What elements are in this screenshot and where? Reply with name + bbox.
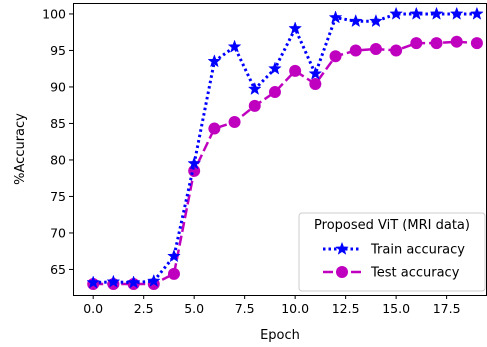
x-tick-label: 12.5	[332, 301, 360, 316]
test-accuracy-point	[410, 37, 423, 50]
train-accuracy-point	[389, 6, 403, 20]
test-accuracy-point	[289, 64, 302, 77]
test-accuracy-point	[268, 86, 281, 99]
train-accuracy-point	[369, 14, 383, 28]
x-tick-label: 15.0	[382, 301, 410, 316]
y-tick-label: 65	[50, 262, 66, 277]
x-tick-label: 0.0	[83, 301, 103, 316]
test-accuracy-point	[329, 50, 342, 63]
test-accuracy-point	[309, 78, 322, 91]
y-axis-label: %Accuracy	[13, 113, 28, 185]
test-accuracy-point	[188, 164, 201, 177]
train-accuracy-point	[409, 6, 424, 20]
train-accuracy-point	[207, 54, 222, 68]
train-accuracy-point	[167, 249, 181, 263]
test-accuracy-point	[450, 35, 463, 48]
train-accuracy-point	[268, 61, 282, 75]
test-accuracy-point	[167, 267, 180, 280]
test-accuracy-point	[390, 44, 403, 57]
y-tick-label: 100	[42, 6, 66, 21]
x-tick-label: 17.5	[433, 301, 461, 316]
train-accuracy-point	[106, 274, 121, 288]
y-tick-label: 85	[50, 116, 66, 131]
train-accuracy-point	[86, 275, 101, 289]
train-accuracy-line	[93, 12, 477, 285]
y-tick-label: 80	[50, 152, 66, 167]
legend-entries: Train accuracy Test accuracy	[323, 241, 465, 281]
train-accuracy-point	[449, 6, 464, 20]
test-accuracy-point	[208, 122, 221, 135]
y-tick-label: 90	[50, 79, 66, 94]
legend-label: Test accuracy	[370, 266, 460, 281]
legend-entry-test-accuracy: Test accuracy	[323, 266, 460, 281]
test-accuracy-point	[470, 37, 483, 50]
train-accuracy-point	[308, 66, 323, 80]
test-accuracy-point	[349, 44, 362, 57]
train-accuracy-point	[429, 6, 444, 20]
y-tick-label: 75	[50, 189, 66, 204]
train-accuracy-series	[86, 6, 484, 289]
x-tick-label: 5.0	[184, 301, 204, 316]
x-tick-label: 2.5	[134, 301, 154, 316]
test-accuracy-point	[248, 99, 261, 112]
train-accuracy-point	[288, 21, 303, 35]
x-axis-ticks: 0.0 2.5 5.0 7.5 10.0 12.5 15.0 17.5	[83, 295, 461, 316]
train-accuracy-point	[328, 10, 343, 24]
test-accuracy-point	[430, 37, 443, 50]
train-accuracy-point	[187, 156, 202, 170]
train-accuracy-point	[146, 273, 161, 287]
legend-marker	[336, 266, 348, 278]
series-layer	[86, 6, 484, 291]
y-tick-label: 95	[50, 43, 66, 58]
x-tick-label: 10.0	[281, 301, 309, 316]
legend-entry-train-accuracy: Train accuracy	[323, 241, 465, 258]
train-accuracy-point	[470, 6, 484, 20]
legend-title: Proposed ViT (MRI data)	[314, 218, 470, 233]
legend-marker	[335, 241, 349, 255]
x-axis-label: Epoch	[260, 328, 300, 343]
train-accuracy-point	[227, 39, 242, 53]
train-accuracy-point	[126, 275, 141, 289]
train-accuracy-point	[348, 14, 363, 28]
y-tick-label: 70	[50, 225, 66, 240]
y-axis-ticks: 65 70 75 80 85 90 95 100	[42, 6, 73, 277]
x-tick-label: 7.5	[235, 301, 255, 316]
legend-label: Train accuracy	[370, 243, 465, 258]
test-accuracy-point	[369, 42, 382, 55]
test-accuracy-point	[228, 115, 241, 128]
legend: Proposed ViT (MRI data) Train accuracy Te…	[298, 212, 486, 292]
train-accuracy-point	[247, 81, 262, 95]
